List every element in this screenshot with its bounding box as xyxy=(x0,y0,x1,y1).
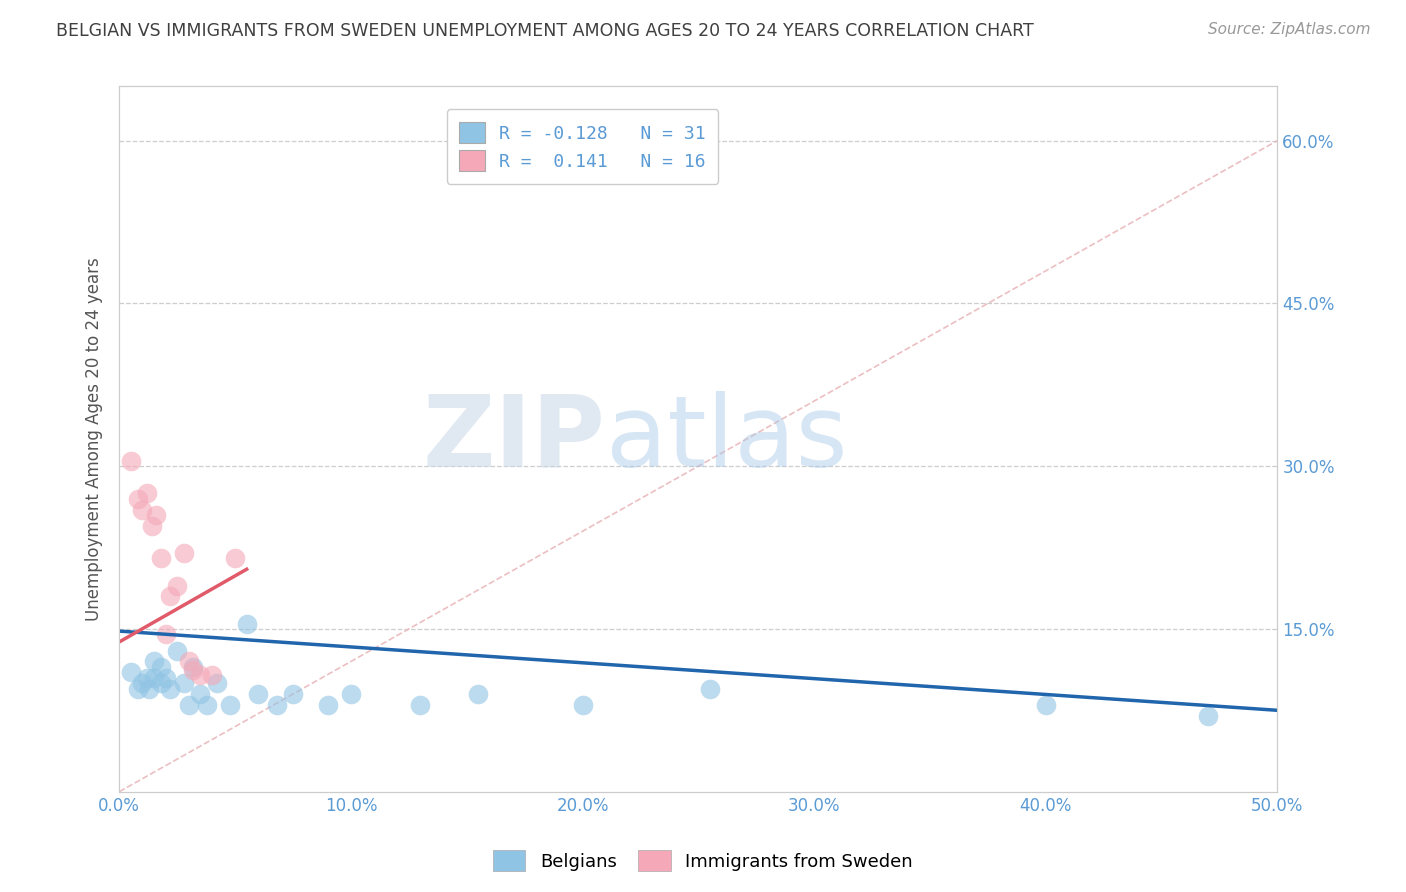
Point xyxy=(136,486,159,500)
Point xyxy=(127,681,149,696)
Point xyxy=(467,687,489,701)
Point xyxy=(1197,708,1219,723)
Legend: R = -0.128   N = 31, R =  0.141   N = 16: R = -0.128 N = 31, R = 0.141 N = 16 xyxy=(447,110,718,184)
Point xyxy=(205,676,228,690)
Point xyxy=(166,643,188,657)
Point xyxy=(149,676,172,690)
Point xyxy=(177,655,200,669)
Point xyxy=(571,698,593,712)
Point xyxy=(120,454,142,468)
Point xyxy=(127,491,149,506)
Point xyxy=(177,698,200,712)
Point xyxy=(141,519,163,533)
Point xyxy=(149,660,172,674)
Point xyxy=(149,551,172,566)
Point xyxy=(131,676,153,690)
Point xyxy=(188,687,211,701)
Point xyxy=(159,681,181,696)
Text: Source: ZipAtlas.com: Source: ZipAtlas.com xyxy=(1208,22,1371,37)
Legend: Belgians, Immigrants from Sweden: Belgians, Immigrants from Sweden xyxy=(485,843,921,879)
Point xyxy=(173,546,195,560)
Point xyxy=(131,502,153,516)
Point xyxy=(145,508,167,522)
Point xyxy=(340,687,363,701)
Point xyxy=(138,681,160,696)
Point xyxy=(136,671,159,685)
Point xyxy=(235,616,257,631)
Point xyxy=(120,665,142,680)
Point xyxy=(173,676,195,690)
Point xyxy=(219,698,242,712)
Point xyxy=(281,687,304,701)
Point xyxy=(183,660,205,674)
Point xyxy=(143,671,166,685)
Point xyxy=(409,698,432,712)
Point xyxy=(201,667,224,681)
Point xyxy=(1035,698,1057,712)
Point xyxy=(143,655,166,669)
Point xyxy=(316,698,339,712)
Text: ZIP: ZIP xyxy=(423,391,606,488)
Point xyxy=(247,687,270,701)
Point xyxy=(188,667,211,681)
Point xyxy=(155,627,177,641)
Point xyxy=(224,551,246,566)
Point xyxy=(159,590,181,604)
Text: BELGIAN VS IMMIGRANTS FROM SWEDEN UNEMPLOYMENT AMONG AGES 20 TO 24 YEARS CORRELA: BELGIAN VS IMMIGRANTS FROM SWEDEN UNEMPL… xyxy=(56,22,1033,40)
Point xyxy=(266,698,288,712)
Point xyxy=(699,681,721,696)
Point xyxy=(195,698,218,712)
Point xyxy=(166,578,188,592)
Point xyxy=(183,663,205,677)
Y-axis label: Unemployment Among Ages 20 to 24 years: Unemployment Among Ages 20 to 24 years xyxy=(86,257,103,621)
Text: atlas: atlas xyxy=(606,391,848,488)
Point xyxy=(155,671,177,685)
